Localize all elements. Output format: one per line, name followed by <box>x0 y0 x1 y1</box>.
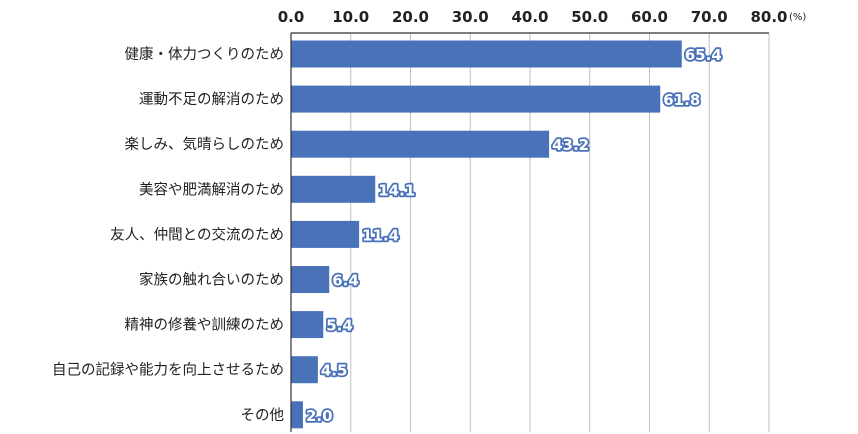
category-label-layer: 健康・体力つくりのため運動不足の解消のため楽しみ、気晴らしのため美容や肥満解消の… <box>52 46 284 424</box>
value-label: 65.4 <box>685 46 722 64</box>
category-label: 精神の修養や訓練のため <box>125 316 285 334</box>
x-tick-label: 80.0 <box>750 8 787 26</box>
bar <box>291 175 376 203</box>
bar <box>291 220 360 248</box>
unit-label: (%) <box>789 12 806 23</box>
bar <box>291 311 324 339</box>
bar <box>291 130 550 158</box>
bar <box>291 266 330 293</box>
bar-layer <box>291 40 682 429</box>
category-label: 運動不足の解消のため <box>139 91 284 108</box>
category-label: その他 <box>241 407 285 424</box>
category-label: 健康・体力つくりのため <box>125 46 285 63</box>
value-label: 2.0 <box>306 407 333 425</box>
category-label: 美容や肥満解消のため <box>139 181 284 198</box>
x-tick-label: 40.0 <box>511 8 548 26</box>
x-tick-label: 60.0 <box>631 8 668 26</box>
category-label: 友人、仲間との交流のため <box>110 225 284 243</box>
category-label: 楽しみ、気晴らしのため <box>125 136 285 153</box>
x-tick-label: 50.0 <box>571 8 608 26</box>
value-label: 43.2 <box>552 136 589 154</box>
category-label: 家族の触れ合いのため <box>139 272 284 289</box>
value-label: 14.1 <box>378 181 415 199</box>
x-tick-label: 0.0 <box>278 8 305 26</box>
value-label: 6.4 <box>332 272 359 290</box>
axis-layer <box>290 32 769 432</box>
value-label: 4.5 <box>321 362 348 380</box>
bar <box>291 85 661 113</box>
value-label-layer: 65.4 61.8 43.2 14.1 11.4 6.4 5.4 4.5 2.0 <box>304 44 723 426</box>
bar <box>291 356 318 384</box>
value-label: 11.4 <box>362 226 399 244</box>
x-tick-label: 20.0 <box>392 8 429 26</box>
value-label: 5.4 <box>326 317 353 335</box>
x-tick-label: 70.0 <box>691 8 728 26</box>
bar <box>291 401 303 429</box>
x-tick-label: 10.0 <box>332 8 369 26</box>
category-label: 自己の記録や能力を向上させるため <box>52 362 284 379</box>
x-tick-label: 30.0 <box>452 8 489 26</box>
tick-label-layer: 0.0 10.0 20.0 30.0 40.0 50.0 60.0 70.0 80.0 <box>278 8 788 26</box>
bar <box>291 40 682 68</box>
value-label: 61.8 <box>663 91 700 109</box>
